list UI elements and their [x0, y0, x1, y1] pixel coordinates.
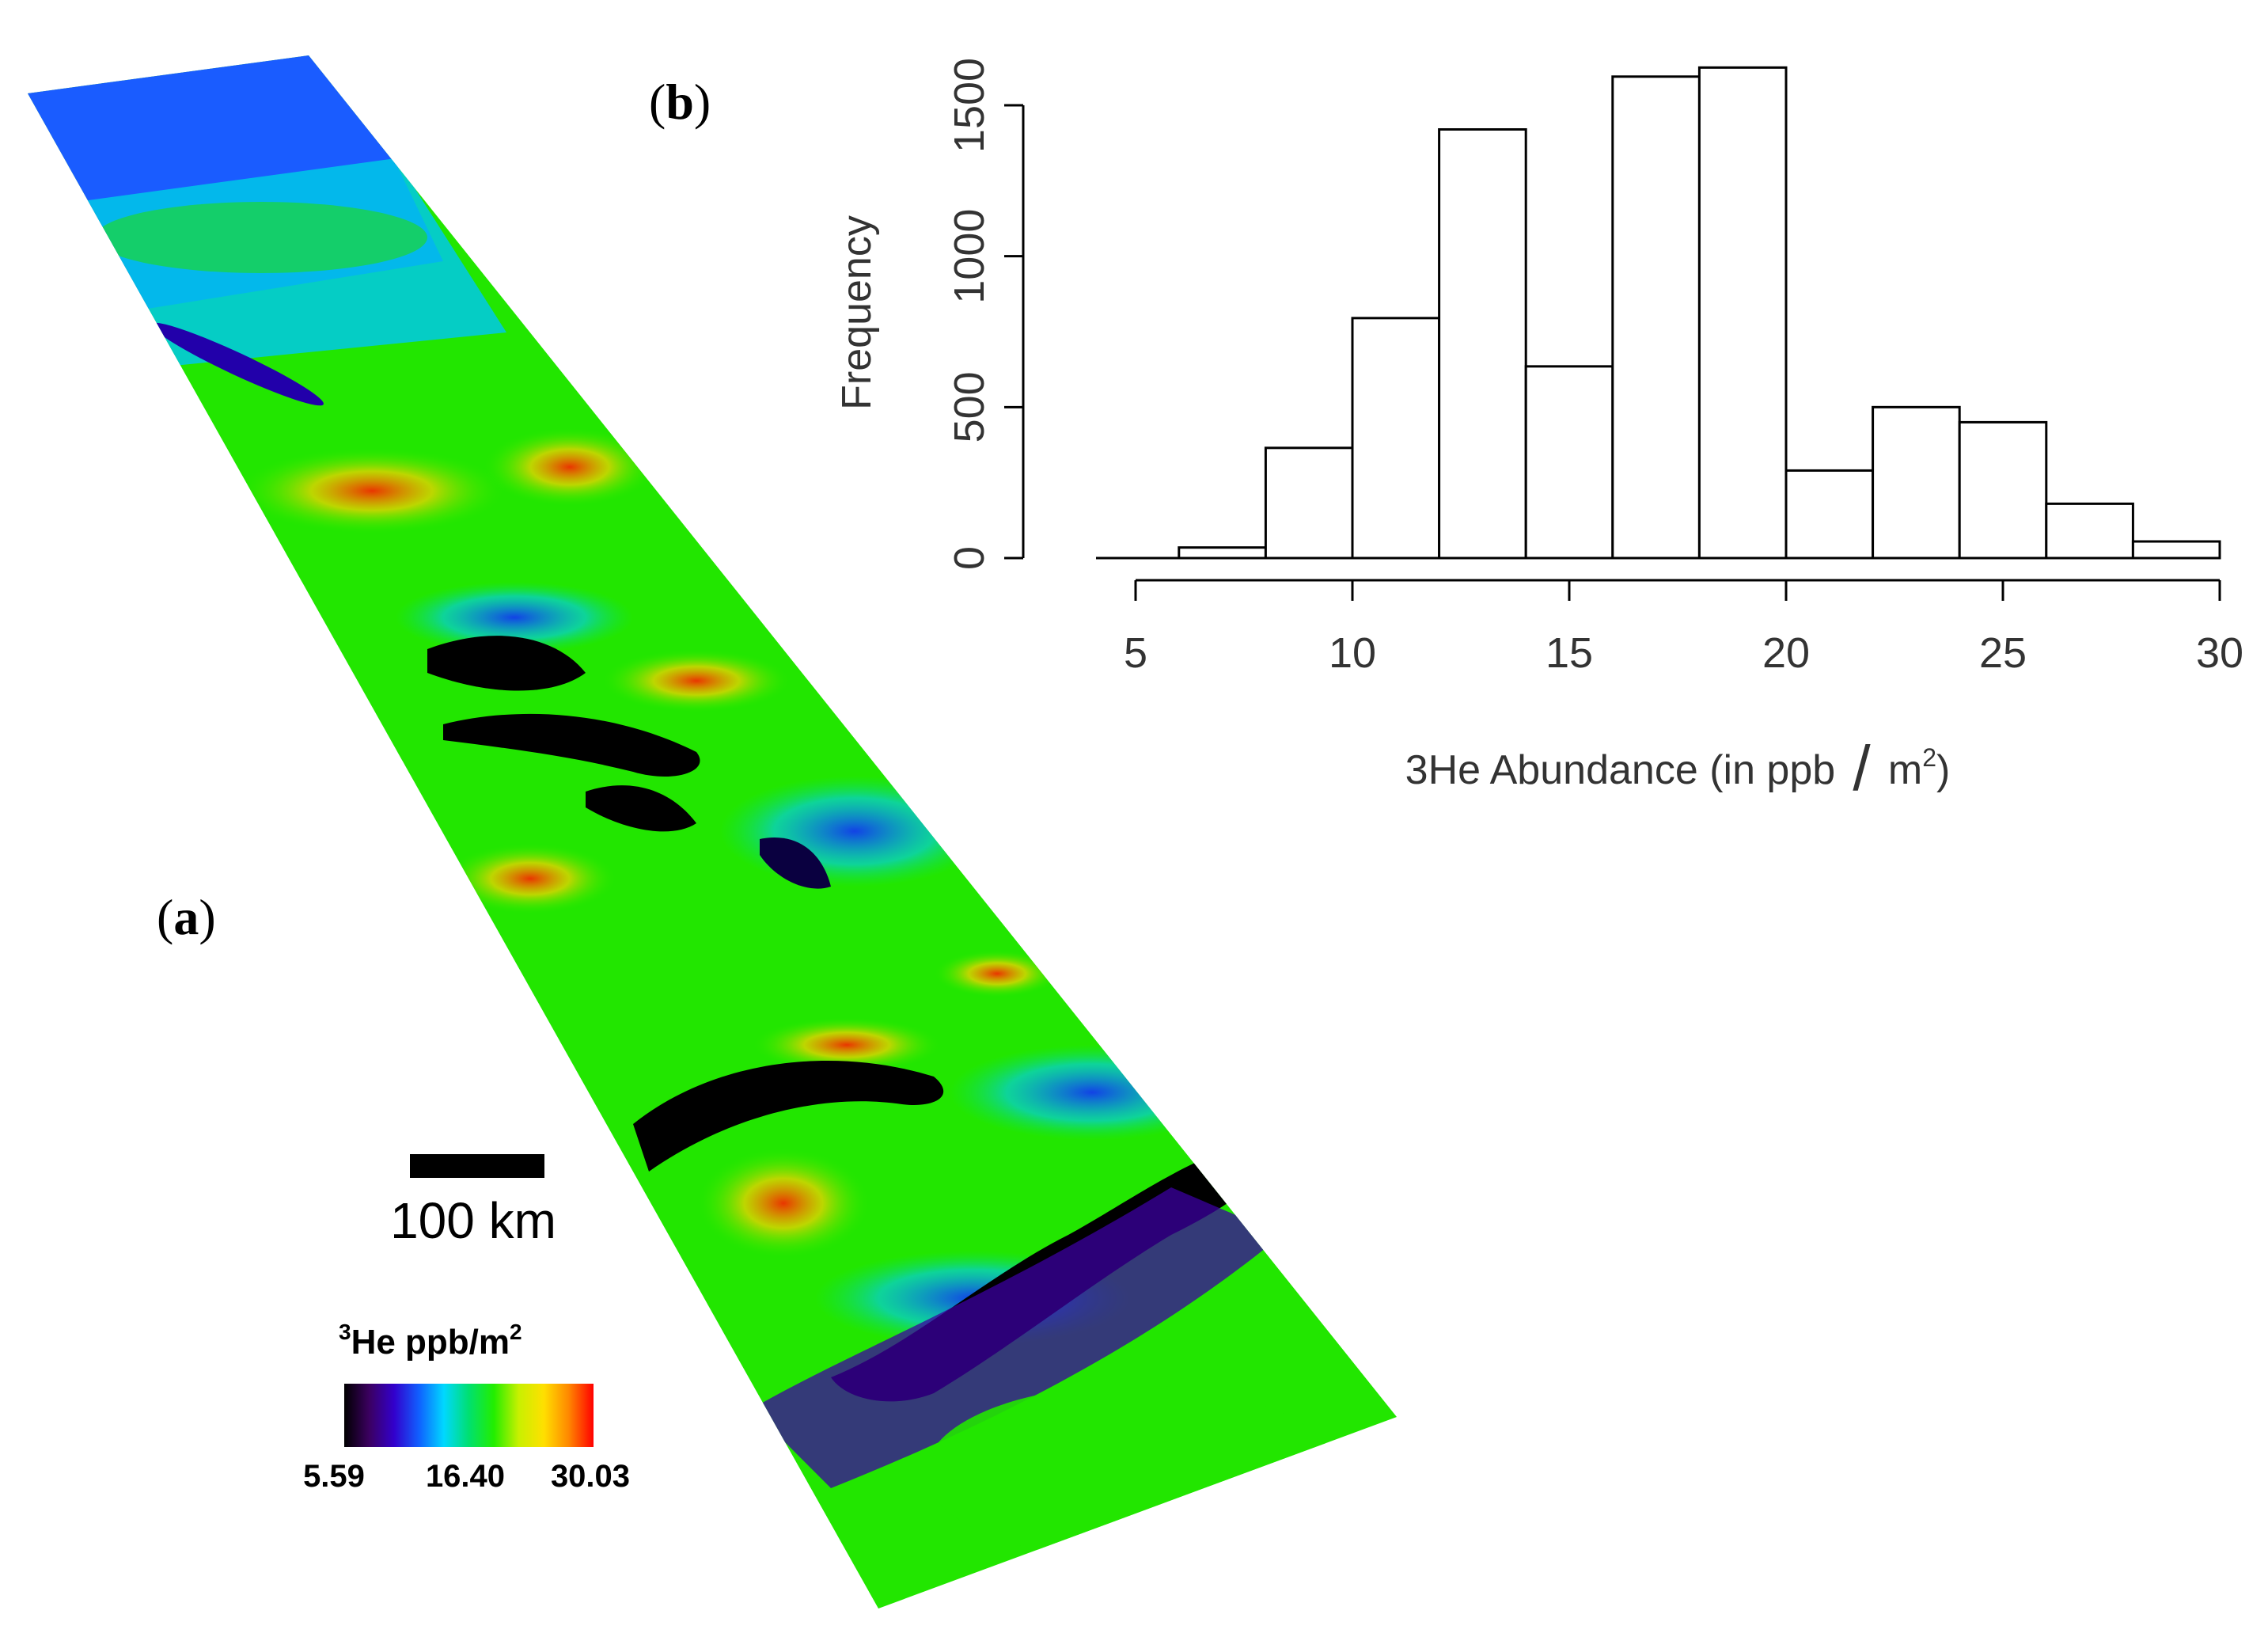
y-tick-label: 1500 — [946, 58, 993, 153]
map-blue-patch-3 — [950, 1045, 1235, 1140]
histogram-bars — [1178, 66, 2221, 560]
x-tick-label: 30 — [2196, 629, 2243, 677]
histogram-bar — [1178, 546, 1267, 560]
legend-max-label: 30.03 — [551, 1459, 630, 1494]
map-hotspot-2 — [483, 427, 657, 507]
map-hotspot-4 — [443, 843, 617, 914]
y-tick-label: 1000 — [946, 209, 993, 304]
x-tick-label: 10 — [1329, 629, 1376, 677]
map-green-south — [926, 1385, 1337, 1559]
legend-title: 3He ppb/m2 — [339, 1320, 522, 1362]
map-dark-trough-1 — [427, 636, 586, 691]
map-dark-trough-5 — [633, 1061, 944, 1172]
map-dark-trough-3 — [586, 785, 696, 832]
map-purple-band — [752, 1187, 1282, 1488]
legend-min-label: 5.59 — [303, 1459, 365, 1494]
scale-bar — [410, 1154, 544, 1178]
panel-a-label: (a) — [157, 889, 216, 945]
map-green-patch-north — [95, 202, 427, 273]
legend-mid-label: 16.40 — [426, 1459, 505, 1494]
map-strip-base — [28, 55, 1397, 1609]
scale-bar-label: 100 km — [390, 1192, 556, 1249]
x-tick-label: 25 — [1979, 629, 2027, 677]
y-axis-label: Frequency — [834, 215, 880, 410]
histogram-bar — [1524, 365, 1614, 560]
abundance-map — [28, 55, 1397, 1609]
map-dark-trough-2 — [443, 713, 700, 777]
y-tick-label: 500 — [946, 371, 993, 442]
histogram-bar — [2045, 502, 2134, 560]
histogram-bar — [1611, 75, 1701, 560]
map-dark-trough-4 — [760, 837, 831, 889]
histogram-bar — [1958, 420, 2048, 560]
histogram-bar — [1872, 405, 1961, 560]
map-hotspot-7 — [934, 950, 1060, 997]
histogram-bar — [1264, 446, 1354, 560]
histogram-bar — [1784, 469, 1875, 560]
legend-colorbar — [344, 1384, 594, 1447]
histogram-bar — [1438, 128, 1527, 560]
x-tick-label: 15 — [1546, 629, 1593, 677]
histogram-bar — [1697, 66, 1788, 560]
map-blue-patch-1 — [396, 582, 633, 653]
map-hotspot-3 — [601, 649, 791, 712]
histogram-chart: 5 10 15 20 25 30 0 500 1000 1500 3He Abundance (… — [834, 58, 2243, 803]
y-axis: 0 500 1000 1500 — [946, 58, 1025, 570]
map-hotspot-1 — [237, 447, 506, 534]
map-dark-streak-north — [151, 322, 324, 406]
x-axis-label: 3He Abundance (in ppb / m2) — [1405, 733, 1951, 803]
y-tick-label: 0 — [946, 546, 993, 570]
histogram-bar — [1351, 317, 1441, 560]
panel-b-label: (b) — [649, 74, 711, 130]
map-hotspot-5 — [752, 1017, 942, 1073]
x-tick-label: 20 — [1762, 629, 1810, 677]
map-hotspot-6 — [696, 1148, 870, 1259]
x-axis: 5 10 15 20 25 30 — [1124, 579, 2243, 677]
x-tick-label: 5 — [1124, 629, 1147, 677]
map-blue-patch-2 — [720, 776, 989, 887]
histogram-bar — [2131, 540, 2221, 560]
